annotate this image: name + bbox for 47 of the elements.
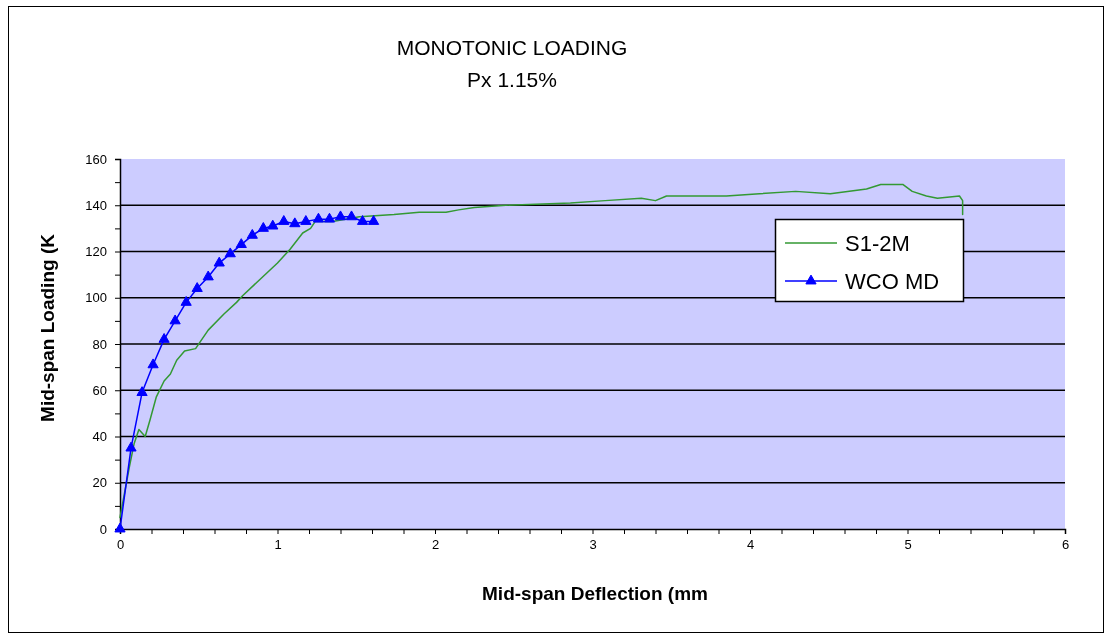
- point: [323, 212, 336, 223]
- point: [114, 522, 126, 533]
- point: [246, 228, 258, 239]
- point: [257, 221, 269, 232]
- point: [180, 295, 192, 306]
- point: [191, 282, 203, 292]
- point: [267, 219, 279, 230]
- point: [169, 314, 181, 325]
- x-tick-label: 0: [116, 537, 125, 553]
- x-tick-label: 3: [589, 537, 597, 553]
- y-tick-label: 160: [85, 151, 107, 167]
- point: [136, 386, 148, 397]
- x-axis-title: Mid-span Deflection (mm: [482, 583, 708, 604]
- point: [213, 256, 225, 267]
- point: [147, 358, 159, 369]
- y-tick-label: 40: [92, 429, 107, 445]
- y-tick-label: 140: [85, 197, 107, 213]
- y-tick-label: 120: [85, 244, 107, 260]
- point: [300, 215, 312, 225]
- point: [367, 215, 380, 225]
- point: [125, 441, 137, 452]
- x-tick-label: 1: [274, 537, 282, 553]
- point: [278, 215, 290, 225]
- point: [158, 332, 170, 343]
- point: [334, 210, 347, 221]
- x-tick-label: 6: [1061, 537, 1070, 553]
- point: [235, 238, 247, 249]
- y-tick-label: 60: [92, 382, 107, 398]
- chart-subtitle: Px 1.15%: [467, 68, 557, 91]
- legend-label: S1-2M: [845, 231, 910, 256]
- y-tick-label: 20: [92, 475, 107, 491]
- point: [202, 270, 214, 281]
- y-tick-label: 100: [85, 290, 107, 306]
- x-tick-label: 2: [431, 537, 440, 553]
- chart-title: MONOTONIC LOADING: [396, 36, 628, 59]
- y-axis-title: Mid-span Loading (K: [37, 233, 58, 422]
- x-tick-label: 5: [904, 537, 912, 553]
- line-series: [119, 183, 964, 519]
- legend-label: WCO MD: [845, 269, 940, 294]
- x-tick-label: 4: [746, 537, 755, 553]
- point: [289, 217, 301, 228]
- point: [356, 215, 369, 225]
- point: [224, 247, 236, 258]
- y-tick-label: 0: [99, 521, 107, 537]
- point: [345, 210, 358, 221]
- point: [312, 212, 325, 223]
- y-tick-label: 80: [92, 336, 107, 352]
